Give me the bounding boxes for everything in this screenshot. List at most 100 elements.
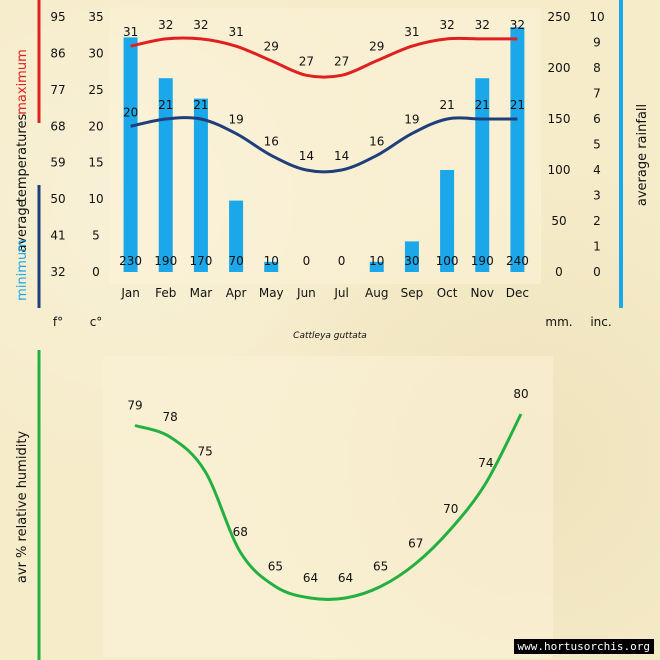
tick-f: 86 xyxy=(50,46,65,60)
tick-inch: 7 xyxy=(593,87,601,101)
max-temp-label: 32 xyxy=(439,18,454,32)
month-label: Oct xyxy=(437,286,458,300)
min-temp-line xyxy=(130,116,518,174)
month-label: May xyxy=(259,286,284,300)
rainfall-bar xyxy=(158,78,173,272)
max-temp-label: 27 xyxy=(299,54,314,68)
tick-mm: 150 xyxy=(548,112,571,126)
tick-f: 59 xyxy=(50,156,65,170)
max-temp-label: 32 xyxy=(510,18,525,32)
tick-inch: 9 xyxy=(593,36,601,50)
tick-c: 15 xyxy=(88,156,103,170)
tick-c: 35 xyxy=(88,10,103,24)
tick-c: 5 xyxy=(92,229,100,243)
tick-inch: 6 xyxy=(593,112,601,126)
plot-area xyxy=(109,8,541,284)
rainfall-bar xyxy=(404,241,419,272)
humidity-label: 64 xyxy=(303,571,318,585)
tick-c: 0 xyxy=(92,265,100,279)
humidity-label: 67 xyxy=(408,537,423,551)
rainfall-bar xyxy=(229,200,244,272)
humidity-label: 64 xyxy=(338,571,353,585)
unit-mm: mm. xyxy=(545,315,572,329)
tick-inch: 10 xyxy=(589,10,604,24)
max-temp-label: 31 xyxy=(123,25,138,39)
rainfall-bar xyxy=(475,78,490,272)
tick-f: 68 xyxy=(50,119,65,133)
month-label: Apr xyxy=(226,286,247,300)
humidity-axis-label: avr % relative humidity xyxy=(15,431,30,584)
humidity-label: 80 xyxy=(513,387,528,401)
tick-f: 32 xyxy=(50,265,65,279)
rainfall-label: 170 xyxy=(189,254,212,268)
label-minimum: minimum xyxy=(15,239,30,301)
min-temp-label: 19 xyxy=(404,113,419,127)
rainfall-label: 0 xyxy=(338,254,346,268)
humidity-label: 68 xyxy=(233,525,248,539)
month-label: Jun xyxy=(296,286,316,300)
tick-inch: 4 xyxy=(593,163,601,177)
humidity-label: 65 xyxy=(268,560,283,574)
min-temp-label: 20 xyxy=(123,105,138,119)
max-temp-label: 32 xyxy=(158,18,173,32)
tick-c: 10 xyxy=(88,192,103,206)
min-temp-label: 21 xyxy=(158,98,173,112)
month-label: Jul xyxy=(333,286,348,300)
unit-f: f° xyxy=(53,315,63,329)
tick-f: 77 xyxy=(50,83,65,97)
tick-mm: 200 xyxy=(548,61,571,75)
label-average: average xyxy=(15,199,30,252)
tick-inch: 3 xyxy=(593,189,601,203)
max-temp-label: 32 xyxy=(193,18,208,32)
min-temp-label: 21 xyxy=(439,98,454,112)
watermark: www.hortusorchis.org xyxy=(513,639,654,654)
tick-inch: 2 xyxy=(593,214,601,228)
rainfall-bar xyxy=(510,27,525,273)
month-label: Nov xyxy=(471,286,494,300)
tick-f: 41 xyxy=(50,229,65,243)
tick-inch: 1 xyxy=(593,240,601,254)
tick-mm: 0 xyxy=(555,265,563,279)
label-temperatures: temperatures xyxy=(15,114,30,203)
month-label: Feb xyxy=(155,286,176,300)
rainfall-bar xyxy=(369,261,384,272)
humidity-label: 70 xyxy=(443,502,458,516)
max-temp-label: 29 xyxy=(369,40,384,54)
tick-inch: 8 xyxy=(593,61,601,75)
rainfall-label: 10 xyxy=(369,254,384,268)
tick-mm: 100 xyxy=(548,163,571,177)
rainfall-label: 100 xyxy=(436,254,459,268)
humidity-label: 79 xyxy=(127,399,142,413)
tick-mm: 50 xyxy=(551,214,566,228)
rainfall-bar xyxy=(440,170,455,272)
tick-mm: 250 xyxy=(548,10,571,24)
rainfall-label: 240 xyxy=(506,254,529,268)
humidity-chart: avr % relative humidity 79 78 75 68 65 64 64 65 6… xyxy=(15,350,553,660)
humidity-line xyxy=(134,413,523,601)
min-temp-label: 21 xyxy=(510,98,525,112)
max-temp-label: 31 xyxy=(228,25,243,39)
min-temp-label: 16 xyxy=(369,134,384,148)
rainfall-bar xyxy=(123,37,138,273)
rainfall-bar xyxy=(193,98,208,272)
max-temp-label: 29 xyxy=(264,40,279,54)
rainfall-bar xyxy=(264,261,279,272)
rainfall-label: 230 xyxy=(119,254,142,268)
min-temp-label: 19 xyxy=(228,113,243,127)
tick-c: 30 xyxy=(88,46,103,60)
rainfall-label: 70 xyxy=(228,254,243,268)
max-temp-label: 32 xyxy=(475,18,490,32)
label-average-rainfall: average rainfall xyxy=(635,104,650,206)
tick-inch: 5 xyxy=(593,138,601,152)
rainfall-label: 0 xyxy=(303,254,311,268)
rainfall-label: 10 xyxy=(264,254,279,268)
species-caption: Cattleya guttata xyxy=(293,331,367,340)
month-label: Mar xyxy=(190,286,213,300)
label-maximum: maximum xyxy=(15,49,30,115)
rainfall-label: 30 xyxy=(404,254,419,268)
min-temp-label: 21 xyxy=(193,98,208,112)
humidity-plot-area xyxy=(103,356,553,658)
humidity-label: 78 xyxy=(162,410,177,424)
month-label: Jan xyxy=(120,286,140,300)
